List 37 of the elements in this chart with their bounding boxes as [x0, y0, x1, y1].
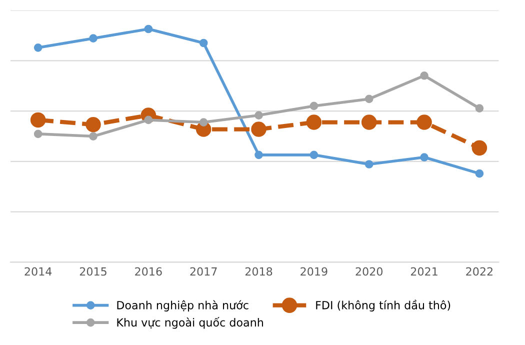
point — [199, 118, 208, 126]
x-tick-label: 2015 — [80, 267, 106, 276]
point — [472, 140, 488, 156]
point — [86, 116, 101, 132]
x-tick-label: 2019 — [300, 267, 328, 276]
x-tick-label: 2018 — [245, 267, 272, 276]
point — [89, 34, 98, 42]
point — [89, 132, 98, 140]
point — [30, 112, 46, 128]
legend-label: Khu vực ngoài quốc doanh — [117, 317, 263, 329]
point — [475, 104, 484, 112]
point — [310, 102, 318, 110]
point — [34, 130, 42, 138]
point — [254, 111, 263, 120]
point — [364, 94, 374, 104]
point — [420, 153, 428, 162]
legend-label: FDI (không tính dầu thô) — [316, 300, 450, 312]
x-tick-label: 2014 — [24, 267, 52, 276]
legend-label: Doanh nghiệp nhà nước — [117, 300, 248, 312]
point — [199, 38, 208, 48]
point — [251, 122, 266, 137]
x-tick-label: 2021 — [410, 267, 438, 276]
x-tick-label: 2016 — [135, 267, 162, 276]
point — [34, 43, 42, 52]
point — [361, 114, 377, 130]
x-tick-label: 2020 — [356, 267, 382, 276]
point — [416, 114, 432, 130]
point — [306, 114, 322, 130]
point — [254, 150, 263, 160]
point — [144, 116, 153, 124]
point — [420, 71, 428, 80]
point — [475, 169, 484, 178]
point — [310, 150, 318, 160]
point — [144, 24, 153, 34]
point — [364, 160, 374, 168]
x-tick-label: 2022 — [466, 267, 492, 276]
x-tick-label: 2017 — [190, 267, 217, 276]
